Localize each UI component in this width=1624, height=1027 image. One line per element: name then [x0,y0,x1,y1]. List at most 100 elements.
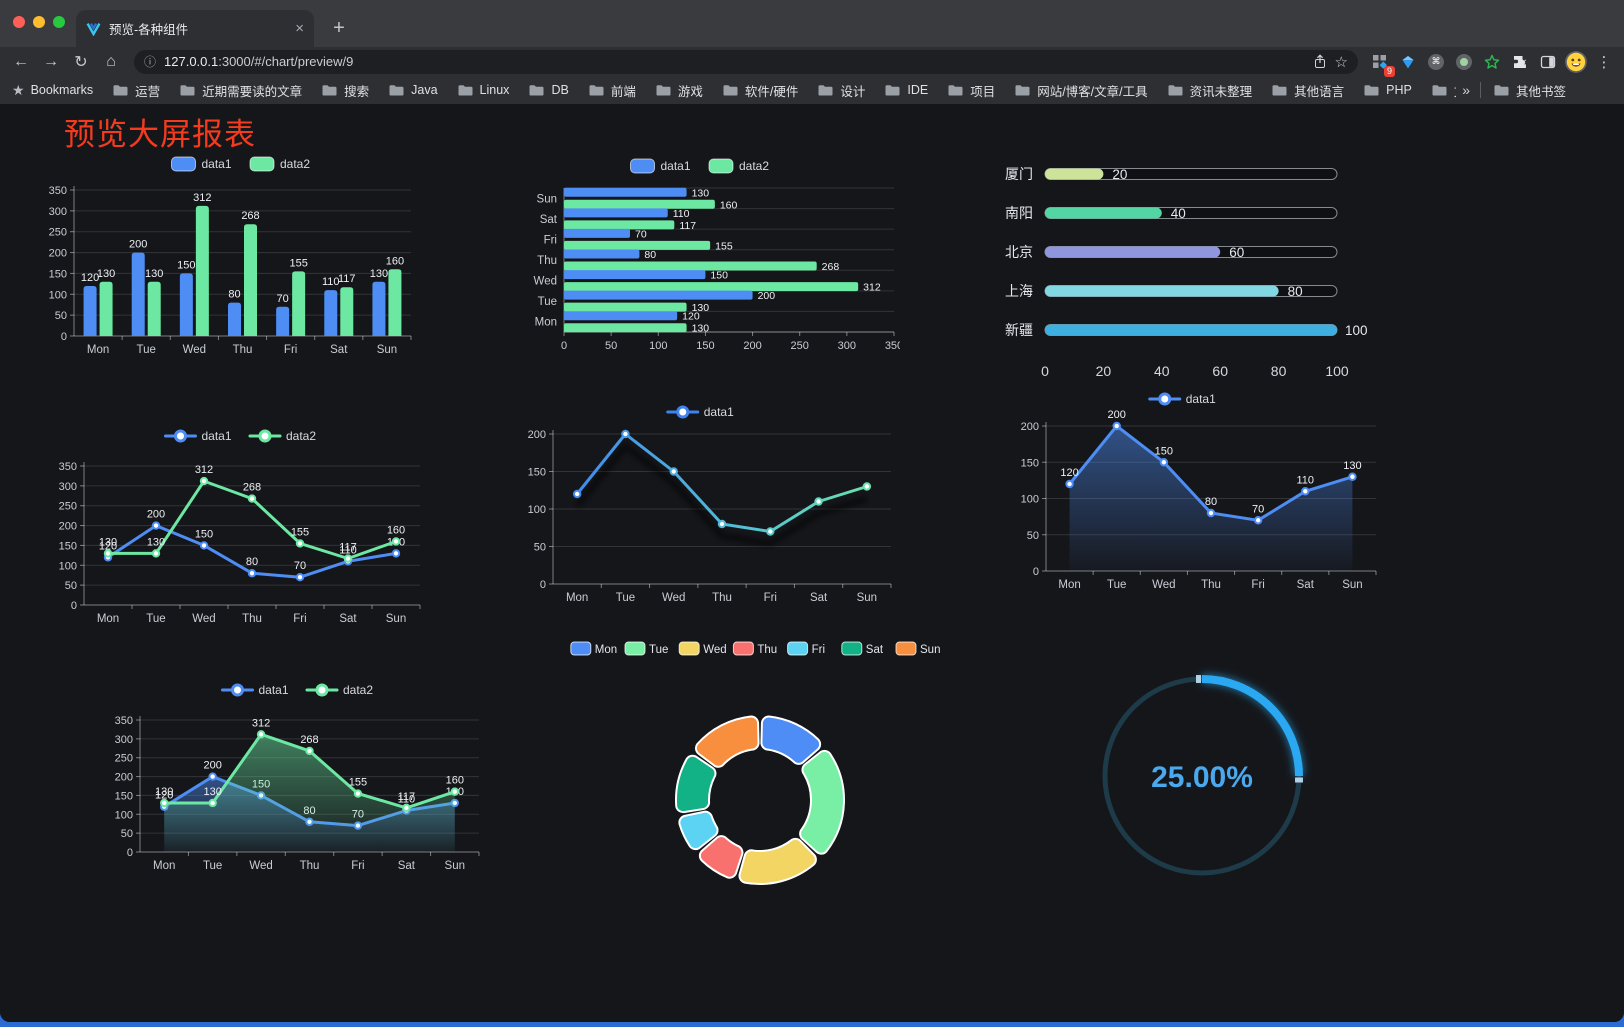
svg-text:Thu: Thu [300,860,320,872]
bookmark-item[interactable]: Java [388,83,438,97]
extension-grid-icon[interactable]: 9 [1368,50,1395,77]
bookmark-item[interactable]: 资讯未整理 [1167,81,1252,100]
svg-text:50: 50 [534,542,546,554]
svg-text:data2: data2 [280,157,310,171]
svg-text:155: 155 [715,240,733,252]
bookmark-item[interactable]: 其他语言 [1271,81,1344,100]
svg-text:150: 150 [710,270,728,282]
bookmark-item[interactable]: 近期需要读的文章 [179,81,302,100]
svg-text:200: 200 [528,429,546,441]
bookmark-item[interactable]: IDE [884,83,928,97]
back-icon[interactable]: ← [13,52,29,70]
svg-text:0: 0 [127,847,133,859]
share-icon[interactable] [1313,54,1327,69]
svg-text:Thu: Thu [757,644,777,656]
other-bookmarks-folder[interactable]: 其他书签 [1493,81,1566,100]
minimize-window-button[interactable] [33,16,45,28]
browser-tab[interactable]: 预览-各种组件 × [76,10,314,47]
extensions-puzzle-icon[interactable] [1508,50,1532,74]
bookmark-item[interactable]: 搜索 [321,81,369,100]
svg-text:268: 268 [243,482,261,494]
svg-text:厦门: 厦门 [1005,166,1033,182]
bookmark-item[interactable]: 项目 [947,81,995,100]
svg-text:Wed: Wed [249,860,272,872]
home-icon[interactable]: ⌂ [106,52,116,70]
svg-text:40: 40 [1171,206,1186,221]
svg-text:117: 117 [338,273,356,285]
svg-text:Wed: Wed [534,276,557,288]
bookmark-item[interactable]: Linux [457,83,509,97]
folder-icon [1167,84,1184,97]
svg-text:80: 80 [1271,363,1287,379]
svg-text:130: 130 [692,323,710,335]
svg-text:150: 150 [696,340,714,352]
reload-icon[interactable]: ↻ [74,53,88,71]
browser-menu-icon[interactable]: ⋮ [1596,53,1612,71]
svg-text:130: 130 [155,786,173,798]
multi-line-chart: data1 data2 0 50 100 150 200 250 300 350 Mon Tue Wed… [42,422,442,637]
svg-text:Tue: Tue [1107,579,1126,591]
svg-text:150: 150 [195,528,213,540]
address-bar[interactable]: ⓘ 127.0.0.1:3000/#/chart/preview/9 ☆ [134,49,1358,74]
bookmark-item[interactable]: 游戏 [655,81,703,100]
svg-text:100: 100 [528,504,546,516]
folder-icon [179,84,196,97]
svg-text:300: 300 [59,481,77,493]
side-panel-icon[interactable] [1536,50,1560,74]
bookmark-item[interactable]: DB [528,83,569,97]
tab-close-icon[interactable]: × [295,20,304,37]
extension-green-star-icon[interactable] [1480,50,1504,74]
folder-icon [1271,84,1288,97]
bookmark-item[interactable]: ★ Bookmarks [12,82,94,98]
forward-icon[interactable]: → [43,52,59,70]
extension-command-icon[interactable]: ⌘ [1424,50,1448,74]
svg-text:50: 50 [605,340,617,352]
svg-text:25.00%: 25.00% [1151,761,1253,794]
svg-text:150: 150 [1021,457,1039,469]
svg-text:100: 100 [115,809,133,821]
svg-text:Fri: Fri [812,644,825,656]
bookmark-item[interactable]: PHP [1363,83,1412,97]
svg-text:117: 117 [679,220,696,232]
bookmark-item[interactable]: 文件服务器 [1431,81,1456,100]
extension-gem-icon[interactable] [1396,50,1420,74]
svg-text:100: 100 [49,289,67,301]
svg-text:data1: data1 [259,683,289,697]
extension-record-icon[interactable] [1452,50,1476,74]
svg-text:50: 50 [121,828,133,840]
svg-text:120: 120 [682,311,700,323]
close-window-button[interactable] [13,16,25,28]
url-text[interactable]: 127.0.0.1:3000/#/chart/preview/9 [164,54,354,69]
svg-text:0: 0 [61,331,67,343]
svg-text:Mon: Mon [153,860,175,872]
folder-icon [388,84,405,97]
svg-text:Mon: Mon [535,317,557,329]
svg-text:北京: 北京 [1005,244,1033,260]
folder-icon [1014,84,1031,97]
bookmark-item[interactable]: 设计 [817,81,865,100]
site-info-icon[interactable]: ⓘ [144,55,157,69]
folder-icon [1431,84,1448,97]
folder-icon [817,84,834,97]
new-tab-button[interactable]: + [333,16,345,39]
svg-text:Mon: Mon [97,613,119,625]
bookmark-item[interactable]: 网站/博客/文章/工具 [1014,81,1148,100]
svg-text:60: 60 [1229,245,1244,260]
bookmark-item[interactable]: 运营 [112,81,160,100]
svg-text:110: 110 [398,794,416,806]
bookmark-star-icon[interactable]: ☆ [1334,53,1348,71]
svg-text:Sun: Sun [920,644,940,656]
svg-text:100: 100 [1021,494,1039,506]
svg-text:Tue: Tue [616,592,635,604]
bookmark-item[interactable]: 软件/硬件 [722,81,798,100]
svg-text:Thu: Thu [1201,579,1221,591]
folder-icon [112,84,129,97]
svg-text:312: 312 [195,464,213,476]
fullscreen-window-button[interactable] [53,16,65,28]
grouped-bar-chart: data1 data2 0 50 100 150 200 250 300 350 Mon 120 130… [42,150,442,362]
profile-avatar[interactable] [1564,50,1588,74]
svg-text:300: 300 [838,340,856,352]
bookmarks-overflow-icon[interactable]: » [1462,82,1470,98]
bookmark-item[interactable]: 前端 [588,81,636,100]
